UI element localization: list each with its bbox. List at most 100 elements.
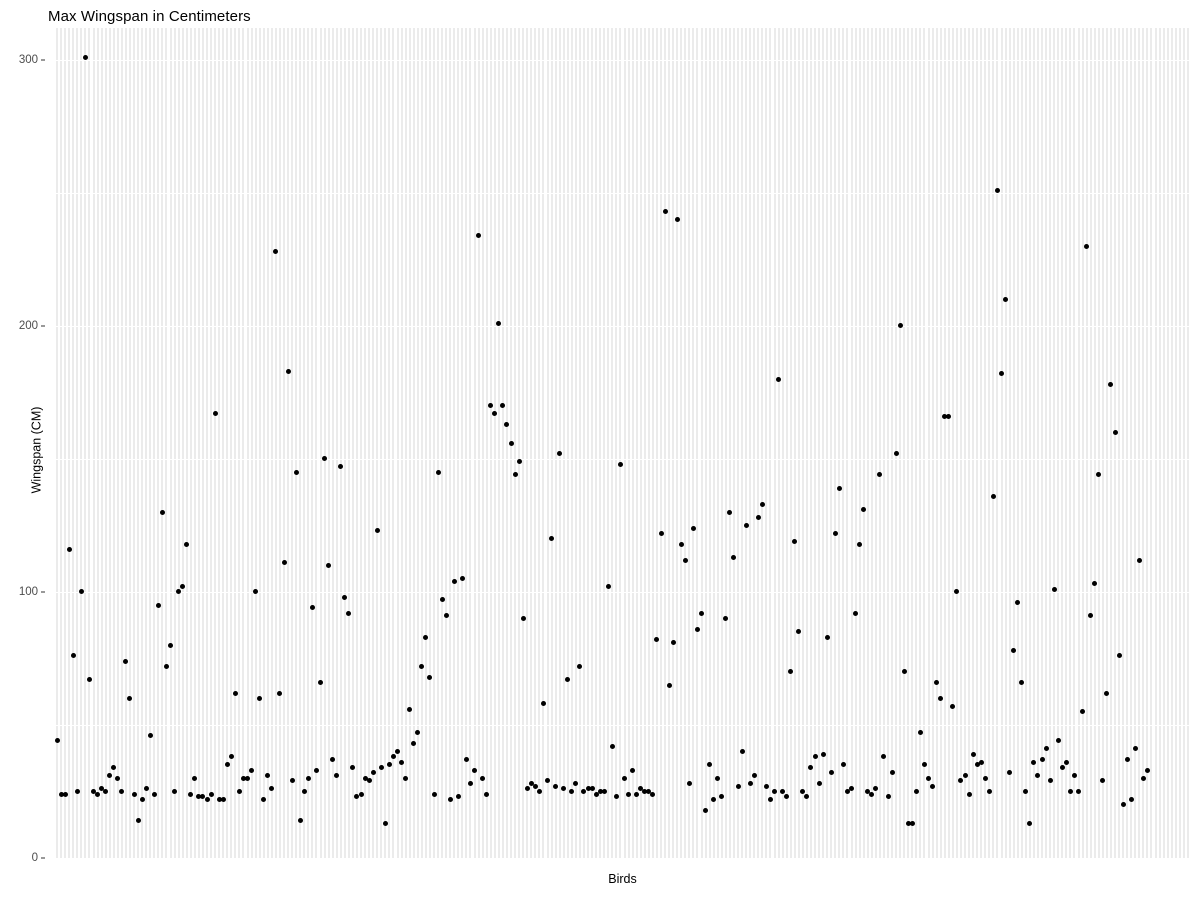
gridline-vertical — [745, 28, 748, 858]
data-point — [958, 778, 964, 784]
y-tick-mark — [41, 857, 45, 859]
data-point — [228, 754, 234, 760]
gridline-vertical — [201, 28, 204, 858]
gridline-vertical — [627, 28, 630, 858]
data-point — [431, 791, 437, 797]
data-point — [386, 762, 392, 768]
gridline-vertical — [887, 28, 889, 858]
data-point — [986, 788, 992, 794]
gridline-vertical — [866, 28, 869, 858]
gridline-vertical — [570, 28, 573, 858]
gridline-vertical — [668, 28, 671, 858]
data-point — [1015, 600, 1021, 606]
gridline-vertical — [404, 28, 407, 858]
gridline-vertical — [1008, 28, 1011, 858]
data-point — [857, 541, 863, 547]
data-point — [1019, 679, 1025, 685]
data-point — [496, 320, 502, 326]
data-point — [232, 690, 238, 696]
gridline-vertical — [299, 28, 302, 858]
data-point — [123, 658, 129, 664]
data-point — [265, 773, 271, 779]
gridline-vertical — [368, 28, 371, 858]
data-point — [1027, 820, 1033, 826]
gridline-vertical — [980, 28, 983, 858]
gridline-vertical — [335, 28, 338, 858]
gridline-vertical — [1138, 28, 1141, 858]
gridline-vertical — [700, 28, 703, 858]
data-point — [1080, 709, 1086, 715]
gridline-vertical — [664, 28, 667, 858]
gridline-vertical — [291, 28, 294, 858]
data-point — [812, 754, 818, 760]
data-point — [467, 781, 473, 786]
data-point — [755, 514, 761, 520]
gridline-vertical — [1065, 28, 1068, 858]
gridline-vertical — [935, 28, 938, 858]
data-point — [1043, 746, 1049, 752]
gridline-vertical — [327, 28, 330, 858]
gridline-vertical — [234, 28, 237, 858]
gridline-vertical — [96, 28, 99, 858]
gridline-vertical — [530, 28, 533, 858]
gridline-vertical — [1057, 28, 1060, 858]
data-point — [476, 233, 482, 238]
gridline-horizontal-major — [55, 59, 1190, 62]
gridline-vertical — [1166, 28, 1169, 858]
gridline-vertical — [1036, 28, 1039, 858]
data-point — [974, 762, 980, 768]
data-point — [540, 701, 546, 707]
data-point — [293, 469, 299, 475]
gridline-vertical — [505, 28, 508, 858]
gridline-vertical — [226, 28, 229, 858]
data-point — [759, 501, 765, 507]
data-point — [840, 762, 846, 768]
gridline-vertical — [424, 28, 427, 858]
data-point — [451, 578, 457, 584]
data-point — [622, 775, 628, 781]
data-point — [1039, 757, 1045, 763]
gridline-vertical — [684, 28, 687, 858]
data-point — [763, 783, 769, 789]
gridline-vertical — [1174, 28, 1177, 858]
data-point — [885, 794, 891, 800]
gridline-vertical — [623, 28, 626, 858]
gridline-vertical — [185, 28, 188, 858]
gridline-vertical — [603, 28, 606, 858]
data-point — [435, 469, 441, 475]
gridline-vertical — [891, 28, 894, 858]
gridline-vertical — [822, 28, 825, 858]
gridline-vertical — [428, 28, 431, 858]
data-point — [711, 796, 717, 802]
y-tick-label: 100 — [18, 585, 38, 598]
data-point — [1063, 759, 1069, 765]
gridline-vertical — [1077, 28, 1080, 858]
data-point — [893, 451, 899, 457]
gridline-vertical — [777, 28, 780, 858]
data-point — [447, 796, 453, 802]
data-point — [399, 759, 405, 765]
gridline-vertical — [128, 28, 131, 858]
data-point — [962, 773, 968, 779]
gridline-vertical — [643, 28, 646, 858]
gridline-vertical — [457, 28, 460, 858]
gridline-vertical — [712, 28, 715, 858]
data-point — [1144, 767, 1150, 773]
gridline-vertical — [1053, 28, 1056, 858]
gridline-vertical — [149, 28, 152, 858]
gridline-vertical — [437, 28, 440, 858]
gridline-horizontal-major — [55, 325, 1190, 328]
data-point — [297, 818, 303, 824]
gridline-vertical — [988, 28, 991, 858]
data-point — [581, 788, 587, 794]
gridline-vertical — [173, 28, 176, 858]
data-point — [626, 791, 632, 797]
gridline-vertical — [785, 28, 788, 858]
gridline-vertical — [1012, 28, 1015, 858]
data-point — [1112, 429, 1118, 435]
data-point — [281, 560, 287, 566]
gridline-vertical — [874, 28, 877, 858]
gridline-vertical — [1182, 28, 1185, 858]
data-point — [115, 775, 121, 781]
gridline-vertical — [911, 28, 914, 858]
